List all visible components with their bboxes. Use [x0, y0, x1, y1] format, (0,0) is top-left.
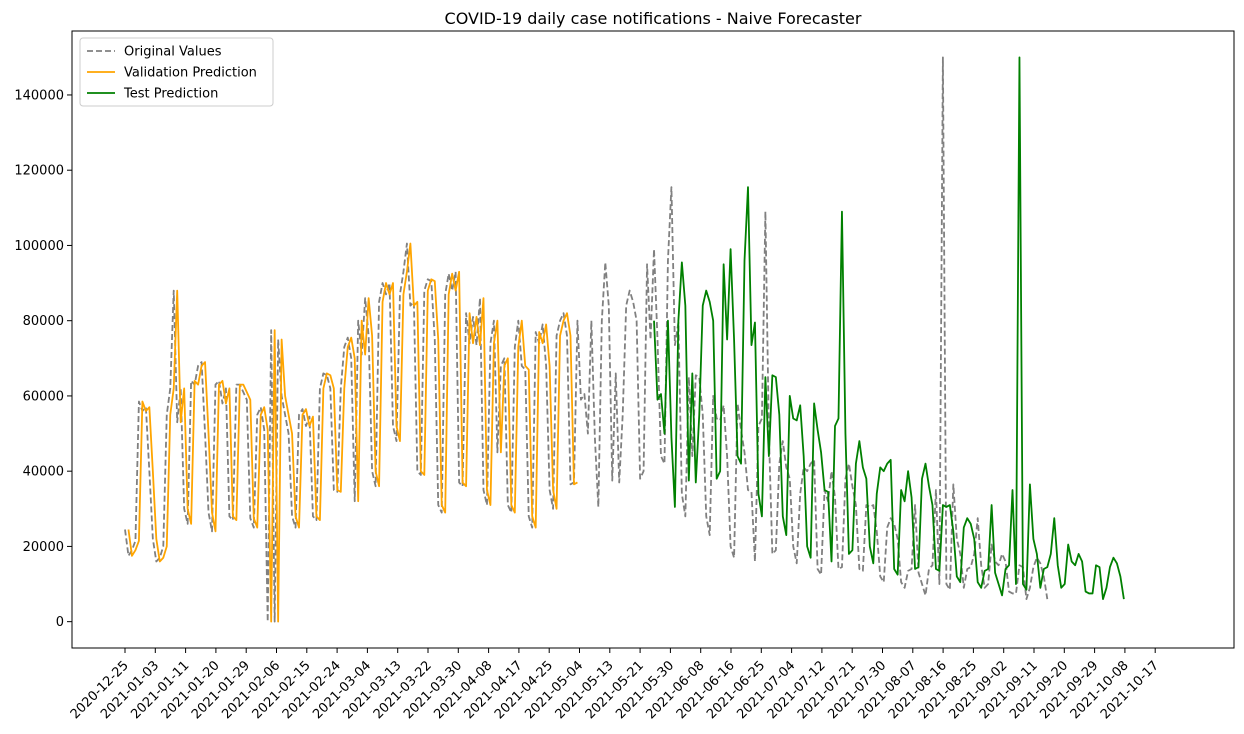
y-tick-label: 80000	[23, 314, 64, 329]
legend-label: Original Values	[124, 45, 222, 60]
y-tick-label: 20000	[23, 540, 64, 555]
y-tick-label: 40000	[23, 465, 64, 480]
series-line-original-values	[124, 56, 1049, 623]
y-tick-label: 120000	[14, 164, 64, 179]
series-layer	[124, 56, 1125, 623]
legend-label: Validation Prediction	[124, 66, 257, 81]
y-tick-label: 100000	[14, 239, 64, 254]
series-line-validation-prediction	[127, 242, 578, 623]
chart-title: COVID-19 daily case notifications - Naiv…	[445, 9, 862, 28]
legend-label: Test Prediction	[123, 87, 218, 102]
plot-area	[72, 31, 1234, 648]
legend: Original Values Validation Prediction Test…	[79, 37, 274, 107]
series-line-test-prediction	[653, 56, 1125, 600]
plot-frame	[71, 30, 1235, 649]
y-axis: 0 20000 40000 60000 80000 100000 120000 140000	[14, 88, 72, 630]
y-tick-label: 140000	[14, 88, 64, 103]
y-tick-label: 60000	[23, 389, 64, 404]
legend-box	[79, 37, 274, 107]
y-tick-label: 0	[56, 615, 64, 630]
